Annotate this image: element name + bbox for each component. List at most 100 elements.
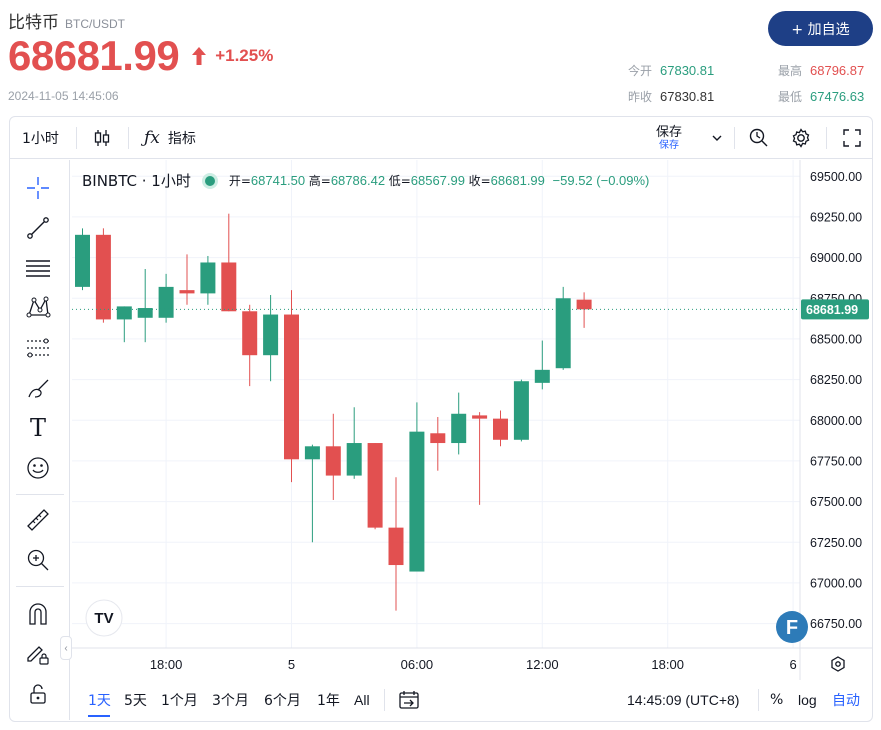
candle bbox=[430, 417, 446, 471]
candle bbox=[409, 402, 425, 572]
legend-low-label: 低= bbox=[388, 174, 411, 188]
bottom-toolbar: 1天 5天 1个月 3个月 6个月 1年 All 14:45:09 (UTC+8… bbox=[72, 680, 872, 720]
candle bbox=[472, 412, 488, 505]
bottom-divider bbox=[384, 689, 385, 711]
date-range-icon[interactable] bbox=[398, 680, 420, 720]
range-1m[interactable]: 1个月 bbox=[161, 693, 198, 709]
badge-text: F bbox=[786, 617, 798, 639]
candle-body bbox=[179, 290, 195, 294]
range-3m[interactable]: 3个月 bbox=[212, 693, 249, 709]
candles bbox=[75, 213, 592, 611]
fullscreen-icon[interactable] bbox=[842, 117, 862, 159]
price-chart[interactable]: 69500.0069250.0069000.0068750.0068500.00… bbox=[72, 160, 872, 680]
text-icon[interactable]: T bbox=[29, 414, 46, 442]
range-1y[interactable]: 1年 bbox=[317, 693, 340, 709]
alert-icon[interactable] bbox=[748, 117, 770, 159]
lock-pencil-icon[interactable] bbox=[24, 640, 52, 668]
x-tick-label: 06:00 bbox=[401, 657, 434, 672]
fib-icon[interactable] bbox=[24, 334, 52, 362]
y-tick-label: 68500.00 bbox=[810, 332, 862, 346]
candle bbox=[534, 340, 550, 390]
candle bbox=[158, 273, 174, 323]
indicators-button[interactable]: ƒx 指标 bbox=[144, 117, 196, 159]
up-arrow-icon bbox=[192, 47, 207, 65]
candle-body bbox=[263, 314, 279, 356]
save-button[interactable]: 保存 保存 bbox=[656, 117, 682, 159]
candle bbox=[263, 295, 279, 382]
log-toggle[interactable]: log bbox=[798, 692, 817, 708]
y-tick-label: 68250.00 bbox=[810, 373, 862, 387]
candle bbox=[221, 213, 237, 312]
candle bbox=[555, 286, 571, 370]
candle-body bbox=[472, 415, 488, 419]
legend-low: 68567.99 bbox=[410, 173, 465, 188]
axis-settings-icon[interactable] bbox=[831, 656, 845, 672]
stat-high: 最高 68796.87 bbox=[778, 62, 864, 80]
candle bbox=[367, 443, 383, 530]
legend-high: 68786.42 bbox=[330, 173, 386, 188]
candle-body bbox=[346, 443, 362, 476]
candle bbox=[388, 477, 404, 611]
chevron-down-icon[interactable] bbox=[710, 117, 724, 159]
add-watchlist-button[interactable]: + 加自选 bbox=[768, 11, 873, 46]
candle bbox=[493, 410, 508, 447]
price-axis[interactable]: 69500.0069250.0069000.0068750.0068500.00… bbox=[810, 170, 862, 631]
collapse-toolbar-handle[interactable]: ‹ bbox=[60, 636, 72, 660]
horizontal-lines-icon[interactable] bbox=[24, 254, 52, 282]
candle-body bbox=[304, 446, 320, 460]
candle bbox=[179, 254, 195, 305]
x-tick-label: 12:00 bbox=[526, 657, 559, 672]
lock-icon[interactable] bbox=[24, 680, 52, 708]
stat-low-label: 最低 bbox=[778, 90, 803, 104]
candle-body bbox=[158, 286, 174, 318]
active-range-indicator bbox=[88, 715, 110, 717]
stat-prev-close: 昨收 67830.81 bbox=[628, 88, 714, 106]
f-badge-icon[interactable]: F bbox=[776, 611, 808, 643]
candle bbox=[576, 292, 592, 328]
candle bbox=[451, 392, 467, 455]
chart-legend: BINBTC · 1小时 开=68741.50 高=68786.42 低=685… bbox=[82, 170, 649, 191]
x-tick-label: 18:00 bbox=[651, 657, 684, 672]
crosshair-icon[interactable] bbox=[24, 174, 52, 202]
trend-line-icon[interactable] bbox=[24, 214, 52, 242]
last-price-tag bbox=[801, 299, 869, 320]
save-label: 保存 bbox=[656, 124, 683, 140]
x-tick-label: 18:00 bbox=[150, 657, 183, 672]
candle bbox=[95, 228, 111, 323]
candle bbox=[242, 304, 258, 387]
brush-icon[interactable] bbox=[24, 374, 52, 402]
toolbar-divider bbox=[826, 127, 827, 149]
legend-title: BINBTC · 1小时 bbox=[82, 172, 191, 190]
grid bbox=[72, 160, 800, 648]
percent-toggle[interactable]: % bbox=[770, 692, 784, 708]
range-all[interactable]: All bbox=[354, 692, 370, 708]
asset-title: 比特币 BTC/USDT bbox=[8, 8, 125, 33]
pattern-icon[interactable] bbox=[24, 294, 52, 322]
candle-body bbox=[451, 413, 467, 444]
zoom-in-icon[interactable] bbox=[24, 546, 52, 574]
range-1d[interactable]: 1天 bbox=[88, 693, 111, 709]
interval-selector[interactable]: 1小时 bbox=[22, 131, 59, 147]
tradingview-logo: TV bbox=[85, 599, 123, 637]
tools-divider bbox=[16, 494, 64, 495]
gear-icon[interactable] bbox=[790, 117, 812, 159]
time-axis[interactable]: 18:00 5 06:00 12:00 18:00 6 bbox=[150, 657, 797, 672]
candle-body bbox=[367, 443, 383, 528]
range-5d[interactable]: 5天 bbox=[124, 693, 147, 709]
candle-body bbox=[388, 527, 404, 566]
clock-time[interactable]: 14:45:09 (UTC+8) bbox=[627, 692, 740, 708]
y-tick-label: 68000.00 bbox=[810, 414, 862, 428]
emoji-icon[interactable] bbox=[24, 454, 52, 482]
stat-high-value: 68796.87 bbox=[810, 63, 865, 78]
auto-toggle[interactable]: 自动 bbox=[832, 693, 860, 709]
candle-body bbox=[430, 433, 446, 444]
y-tick-label: 69250.00 bbox=[810, 210, 862, 224]
candle-body bbox=[221, 262, 237, 312]
magnet-icon[interactable] bbox=[24, 600, 52, 628]
range-6m[interactable]: 6个月 bbox=[264, 693, 301, 709]
candles-icon[interactable] bbox=[92, 117, 112, 159]
ruler-icon[interactable] bbox=[24, 506, 52, 534]
save-sub-label: 保存 bbox=[659, 139, 679, 151]
stat-low: 最低 67476.63 bbox=[778, 88, 864, 106]
stat-low-value: 67476.63 bbox=[810, 89, 865, 104]
